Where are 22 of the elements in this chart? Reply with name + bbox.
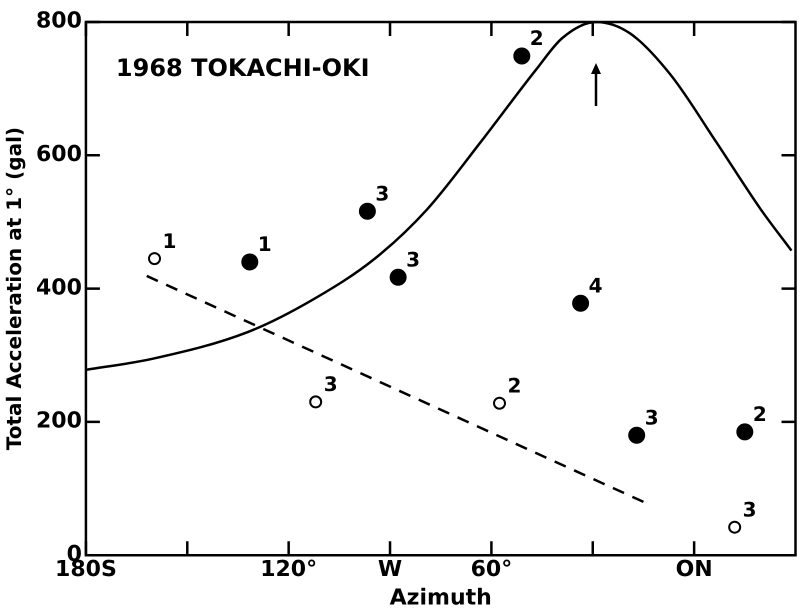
- annotation: 2: [752, 402, 767, 426]
- annotation: 3: [644, 405, 659, 430]
- annotation: 3: [406, 247, 420, 272]
- y-tick-label: 800: [36, 8, 82, 34]
- annotation: 1: [258, 232, 272, 256]
- annotation: 2: [530, 26, 544, 50]
- annotation: 1: [162, 228, 176, 253]
- x-tick-label: 120°: [260, 557, 318, 582]
- annotation: 4: [588, 273, 603, 298]
- x-axis-title: Azimuth: [390, 586, 492, 611]
- y-tick-label: 600: [36, 142, 82, 168]
- x-tick-label: W: [378, 557, 402, 582]
- y-tick-label: 200: [36, 408, 82, 434]
- y-axis-title: Total Acceleration at 1° (gal): [2, 126, 26, 450]
- annotation: 3: [742, 497, 757, 522]
- y-tick-label: 400: [36, 275, 82, 300]
- annotation: 3: [324, 372, 338, 396]
- x-tick-label: 60°: [470, 557, 512, 582]
- annotation: 2: [508, 373, 522, 398]
- annotation: 3: [375, 181, 390, 206]
- x-tick-label: ON: [676, 557, 713, 582]
- text: 1968 TOKACHI-OKI: [116, 54, 370, 82]
